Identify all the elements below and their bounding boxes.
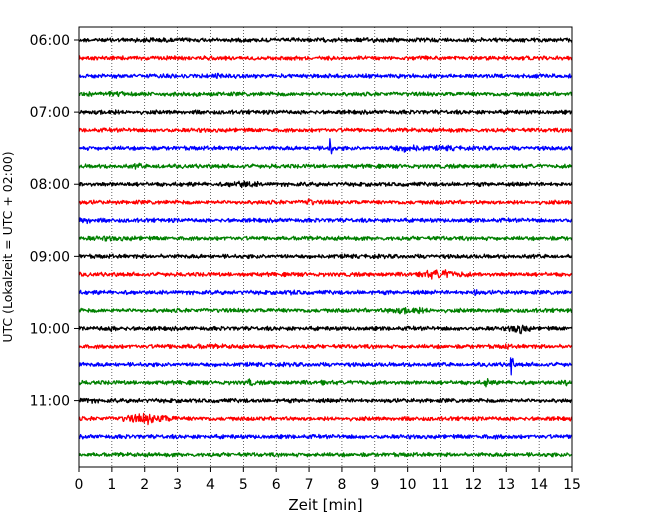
trace-line: [78, 412, 573, 426]
plot-frame: [78, 26, 573, 468]
y-axis-label: UTC (Lokalzeit = UTC + 02:00): [0, 151, 15, 342]
trace-line: [78, 451, 573, 458]
x-tick-label: 10: [399, 477, 417, 493]
x-tick-label: 12: [464, 477, 482, 493]
trace-line: [78, 377, 573, 388]
x-tick-label: 7: [305, 477, 314, 493]
y-tick-label: 08:00: [30, 177, 70, 193]
trace-line: [78, 235, 573, 242]
x-tick-label: 1: [107, 477, 116, 493]
x-axis: 0 1 2 3 4 5 6 7 8 9 10 11 12 13 14 15: [75, 467, 581, 493]
x-tick-label: 3: [173, 477, 182, 493]
y-axis: 06:00 07:00 08:00 09:00 10:00 11:00: [30, 33, 79, 410]
x-tick-label: 13: [497, 477, 515, 493]
trace-line: [78, 55, 573, 61]
trace-line: [78, 343, 573, 350]
trace-line: [78, 180, 573, 189]
trace-line: [78, 324, 573, 335]
trace-line: [78, 198, 573, 206]
x-tick-label: 5: [239, 477, 248, 493]
x-axis-label: Zeit [min]: [288, 496, 362, 514]
trace-line: [78, 289, 573, 297]
trace-line: [78, 306, 573, 315]
trace-line: [78, 433, 573, 440]
x-tick-label: 2: [140, 477, 149, 493]
x-tick-label: 14: [530, 477, 548, 493]
y-tick-label: 10:00: [30, 321, 70, 337]
y-tick-label: 09:00: [30, 249, 70, 265]
x-tick-label: 15: [563, 477, 581, 493]
trace-line: [78, 72, 573, 80]
x-tick-label: 11: [432, 477, 450, 493]
trace-line: [78, 138, 573, 155]
trace-line: [78, 90, 573, 98]
y-tick-label: 06:00: [30, 33, 70, 49]
seismic-traces: [78, 37, 573, 458]
x-tick-label: 0: [75, 477, 84, 493]
trace-line: [78, 217, 573, 225]
trace-line: [78, 269, 573, 280]
x-tick-label: 9: [370, 477, 379, 493]
trace-line: [78, 253, 573, 260]
y-tick-label: 07:00: [30, 105, 70, 121]
trace-line: [78, 109, 573, 116]
x-tick-label: 8: [337, 477, 346, 493]
x-tick-label: 6: [272, 477, 281, 493]
trace-line: [78, 357, 573, 376]
y-tick-label: 11:00: [30, 394, 70, 410]
trace-line: [78, 127, 573, 134]
trace-line: [78, 162, 573, 170]
trace-line: [78, 37, 573, 44]
trace-line: [78, 397, 573, 404]
x-tick-label: 4: [206, 477, 215, 493]
